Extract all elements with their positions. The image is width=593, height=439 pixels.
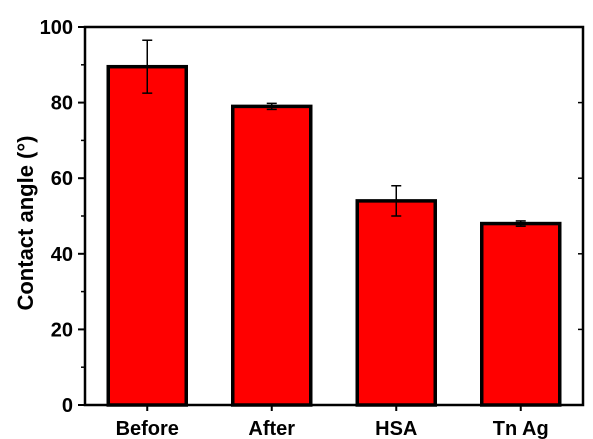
error-bar-before: [142, 39, 153, 94]
x-tick-label: Tn Ag: [493, 418, 549, 439]
y-ticks-group: 0 20 40 60 80 100: [40, 17, 583, 417]
y-tick-label: 40: [51, 244, 73, 266]
error-bar-after: [266, 102, 277, 111]
y-tick-label: 0: [62, 395, 73, 417]
bar-hsa: [355, 199, 437, 407]
y-tick-label: 60: [51, 168, 73, 190]
x-tick-label: Before: [116, 418, 179, 439]
y-tick-label: 100: [40, 17, 73, 39]
error-bar-tn-ag: [515, 220, 526, 227]
error-bars-group: [142, 39, 526, 227]
x-tick-label: HSA: [375, 418, 417, 439]
x-ticks-group: Before After HSA Tn Ag: [116, 405, 549, 439]
y-tick-label: 20: [51, 319, 73, 341]
bar-before: [106, 64, 188, 407]
error-bar-hsa: [391, 185, 402, 217]
bar-after: [231, 104, 313, 407]
bar-tn-ag: [480, 221, 562, 407]
y-tick-label: 80: [51, 93, 73, 115]
bars-group: [106, 64, 562, 407]
x-tick-label: After: [248, 418, 295, 439]
y-axis-title: Contact angle (°): [13, 135, 38, 310]
